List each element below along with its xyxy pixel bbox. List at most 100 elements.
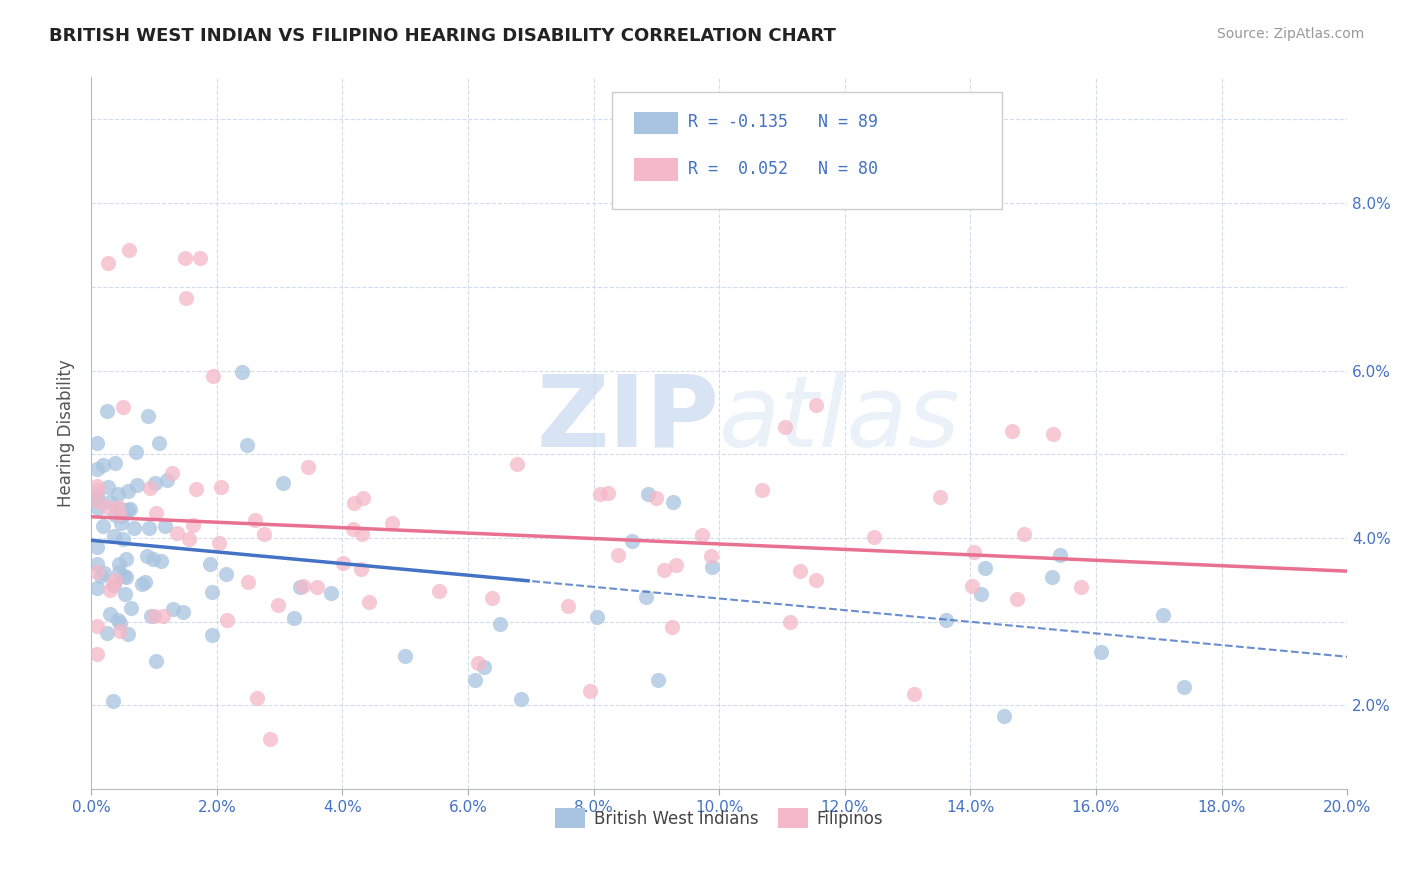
Point: [103, 456, 125, 470]
Point: [107, 558, 129, 572]
Point: [139, 481, 162, 495]
Point: [288, 580, 311, 594]
FancyBboxPatch shape: [613, 92, 1002, 209]
Point: [86, 540, 108, 554]
Point: [208, 536, 231, 550]
Point: [104, 573, 127, 587]
Point: [115, 552, 138, 566]
Point: [637, 487, 659, 501]
Point: [118, 244, 141, 258]
Point: [661, 620, 683, 634]
Point: [86, 479, 108, 493]
Point: [1012, 526, 1035, 541]
Point: [357, 595, 380, 609]
Point: [665, 558, 688, 572]
Point: [332, 557, 354, 571]
Point: [86, 565, 108, 579]
Point: [1049, 548, 1071, 562]
Point: [297, 460, 319, 475]
Point: [86, 483, 108, 498]
Point: [271, 475, 294, 490]
Y-axis label: Hearing Disability: Hearing Disability: [58, 359, 75, 508]
Point: [319, 586, 342, 600]
Point: [1090, 645, 1112, 659]
Point: [111, 508, 134, 523]
Point: [1042, 426, 1064, 441]
Point: [87, 501, 110, 516]
Point: [166, 525, 188, 540]
Point: [96, 404, 118, 418]
Point: [773, 419, 796, 434]
Point: [1152, 607, 1174, 622]
Point: [236, 575, 259, 590]
Point: [634, 590, 657, 604]
Point: [160, 467, 183, 481]
Point: [804, 398, 827, 412]
Point: [134, 574, 156, 589]
Point: [103, 578, 125, 592]
Point: [343, 496, 366, 510]
Point: [90, 569, 112, 583]
Point: [98, 495, 121, 509]
Point: [136, 409, 159, 424]
Point: [231, 365, 253, 379]
Point: [110, 502, 132, 516]
Point: [162, 602, 184, 616]
Point: [86, 493, 108, 508]
Point: [97, 256, 120, 270]
Point: [125, 445, 148, 459]
Text: ZIP: ZIP: [536, 370, 720, 467]
Point: [86, 462, 108, 476]
Point: [96, 500, 118, 514]
Point: [107, 613, 129, 627]
Point: [112, 569, 135, 583]
Point: [1005, 592, 1028, 607]
Point: [135, 549, 157, 563]
Point: [177, 532, 200, 546]
Point: [117, 484, 139, 499]
Point: [489, 617, 512, 632]
Point: [120, 601, 142, 615]
Point: [267, 598, 290, 612]
Point: [751, 483, 773, 497]
Point: [973, 561, 995, 575]
Point: [127, 478, 149, 492]
Point: [174, 292, 197, 306]
Point: [589, 487, 612, 501]
Point: [86, 557, 108, 571]
Point: [201, 585, 224, 599]
Point: [96, 625, 118, 640]
Point: [91, 458, 114, 472]
Point: [804, 573, 827, 587]
Point: [183, 517, 205, 532]
Point: [245, 513, 267, 527]
Point: [342, 522, 364, 536]
Legend: British West Indians, Filipinos: British West Indians, Filipinos: [548, 802, 890, 834]
Point: [86, 490, 108, 504]
Point: [108, 615, 131, 630]
Point: [578, 684, 600, 698]
Point: [115, 570, 138, 584]
Point: [156, 473, 179, 487]
Point: [481, 591, 503, 605]
Point: [139, 608, 162, 623]
Point: [110, 624, 132, 638]
Point: [101, 694, 124, 708]
Point: [690, 528, 713, 542]
Point: [86, 647, 108, 661]
Point: [86, 435, 108, 450]
Text: R =  0.052   N = 80: R = 0.052 N = 80: [688, 161, 877, 178]
Point: [215, 613, 238, 627]
Point: [789, 565, 811, 579]
Point: [145, 654, 167, 668]
Point: [108, 508, 131, 522]
Point: [86, 581, 108, 595]
Point: [142, 552, 165, 566]
Point: [252, 526, 274, 541]
Point: [98, 583, 121, 598]
Point: [214, 566, 236, 581]
Point: [598, 486, 620, 500]
Point: [145, 506, 167, 520]
Point: [107, 500, 129, 515]
Point: [259, 732, 281, 747]
